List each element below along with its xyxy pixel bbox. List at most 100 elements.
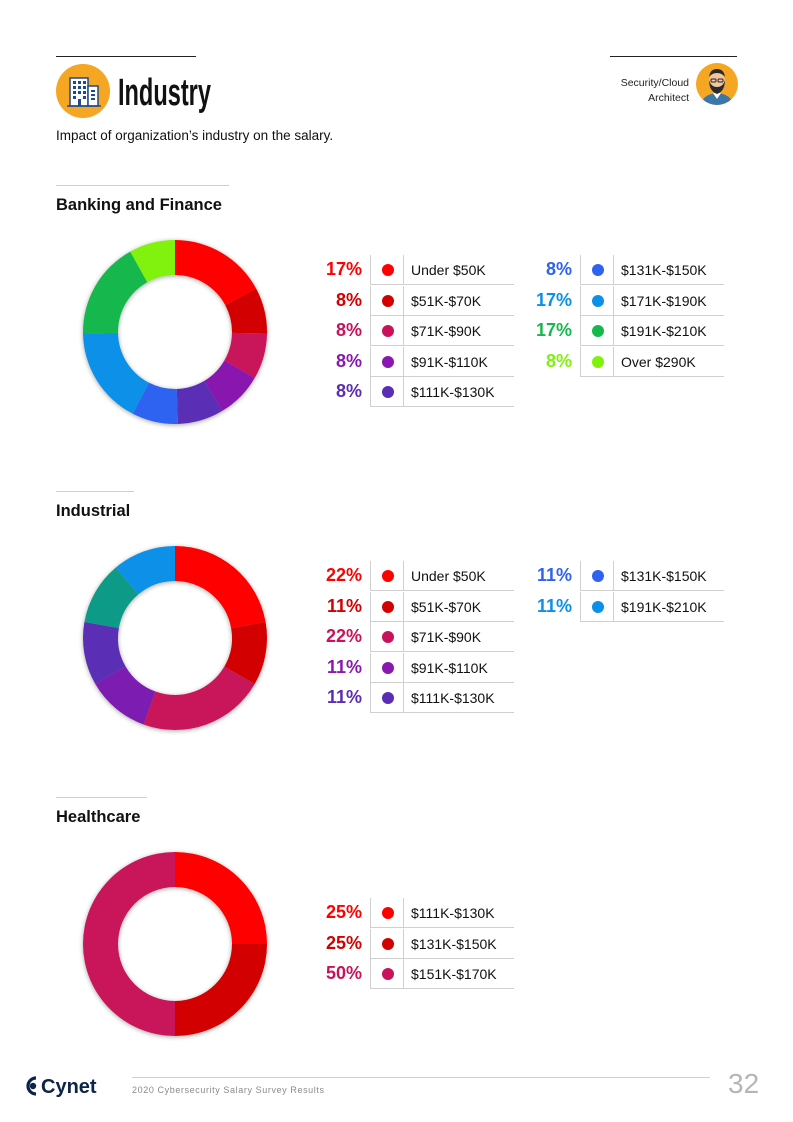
legend-item: 8% $111K-$130K (314, 377, 514, 407)
legend-divider (370, 561, 371, 591)
legend-row-rule (370, 406, 514, 407)
donut-slice (175, 240, 257, 306)
legend-label: Under $50K (411, 262, 486, 278)
legend-divider (403, 255, 404, 285)
legend-item: 22% Under $50K (314, 561, 514, 591)
donut-chart-banking (83, 240, 267, 424)
footer-rule (132, 1077, 710, 1078)
legend-label: $91K-$110K (411, 659, 488, 676)
legend-divider (370, 316, 371, 346)
legend-divider (580, 591, 581, 622)
cynet-logo: Cynet (22, 1074, 114, 1098)
legend-divider (403, 591, 404, 622)
legend-color-dot-icon (382, 968, 394, 980)
legend-percent: 8% (335, 350, 362, 371)
donut-slice (84, 567, 139, 629)
legend-label: $111K-$130K (411, 905, 495, 921)
legend-divider (370, 346, 371, 377)
section-rule-healthcare (56, 797, 147, 798)
legend-divider (370, 652, 371, 683)
donut-slice (115, 546, 175, 595)
legend-row-rule (370, 957, 514, 959)
footer-brand: Cynet (41, 1076, 97, 1098)
legend-percent: 17% (325, 259, 362, 279)
legend-percent: 17% (535, 289, 572, 310)
legend-color-dot-icon (382, 907, 394, 919)
legend-divider (403, 928, 404, 959)
legend-divider (613, 591, 614, 622)
legend-divider (403, 898, 404, 928)
legend-item: 17% $171K-$190K (524, 285, 724, 316)
legend-divider (370, 959, 371, 989)
page-title: Industry (118, 72, 211, 114)
legend-label: $51K-$70K (411, 598, 482, 615)
legend-label: $51K-$70K (411, 292, 482, 309)
legend-divider (613, 346, 614, 377)
legend-divider (403, 652, 404, 683)
legend-color-dot-icon (382, 386, 394, 398)
donut-slice (225, 288, 267, 334)
legend-label: $71K-$90K (411, 629, 482, 645)
legend-divider (613, 285, 614, 316)
legend-percent: 11% (326, 595, 362, 616)
legend-divider (580, 285, 581, 316)
legend-row-rule (370, 314, 514, 316)
section-rule-banking (56, 185, 229, 186)
donut-slice (95, 666, 156, 725)
legend-item: 11% $91K-$110K (314, 652, 514, 683)
donut-slice (175, 546, 266, 629)
legend-color-dot-icon (382, 600, 394, 613)
legend-item: 25% $111K-$130K (314, 898, 514, 928)
header-rule-left (56, 56, 196, 57)
legend-item: 50% $151K-$170K (314, 959, 514, 989)
donut-slice (82, 622, 126, 684)
legend-color-dot-icon (382, 570, 394, 582)
legend-divider (403, 683, 404, 713)
legend-label: $71K-$90K (411, 323, 482, 339)
legend-divider (580, 561, 581, 591)
legend-percent: 11% (536, 595, 572, 616)
legend-item: 8% $91K-$110K (314, 346, 514, 377)
section-title-healthcare: Healthcare (56, 808, 141, 826)
legend-divider (580, 346, 581, 377)
donut-slice (143, 666, 255, 730)
legend-divider (370, 377, 371, 407)
legend-divider (370, 898, 371, 928)
legend-label: $191K-$210K (621, 323, 707, 339)
legend-item: 11% $51K-$70K (314, 591, 514, 622)
legend-item: 8% $51K-$70K (314, 285, 514, 316)
legend-item: 8% Over $290K (524, 346, 724, 377)
legend-divider (370, 928, 371, 959)
footer-text: 2020 Cybersecurity Salary Survey Results (132, 1085, 325, 1095)
legend-item: 17% Under $50K (314, 255, 514, 285)
legend-row-rule (580, 345, 724, 346)
legend-color-dot-icon (382, 937, 394, 950)
legend-label: $111K-$130K (411, 690, 495, 706)
legend-label: Under $50K (411, 568, 486, 584)
page-subtitle: Impact of organization’s industry on the… (56, 128, 334, 143)
legend-divider (370, 255, 371, 285)
legend-row-rule (580, 284, 724, 285)
legend-label: $131K-$150K (621, 568, 707, 584)
legend-percent: 17% (535, 320, 572, 340)
legend-divider (613, 255, 614, 285)
donut-slice (175, 944, 267, 1036)
legend-color-dot-icon (592, 264, 604, 276)
legend-divider (403, 622, 404, 652)
legend-color-dot-icon (592, 325, 604, 337)
legend-item: 11% $111K-$130K (314, 683, 514, 713)
legend-row-rule (580, 590, 724, 591)
legend-item: 11% $131K-$150K (524, 561, 724, 591)
legend-row-rule (580, 620, 724, 622)
legend-row-rule (370, 590, 514, 591)
legend-divider (580, 255, 581, 285)
legend-row-rule (370, 345, 514, 346)
legend-label: $131K-$150K (411, 935, 497, 952)
legend-label: $111K-$130K (411, 384, 495, 400)
legend-color-dot-icon (382, 355, 394, 368)
office-building-icon (56, 64, 110, 118)
legend-percent: 11% (536, 565, 572, 585)
legend-row-rule (370, 681, 514, 683)
donut-slice (224, 622, 267, 684)
section-rule-industrial (56, 491, 134, 492)
